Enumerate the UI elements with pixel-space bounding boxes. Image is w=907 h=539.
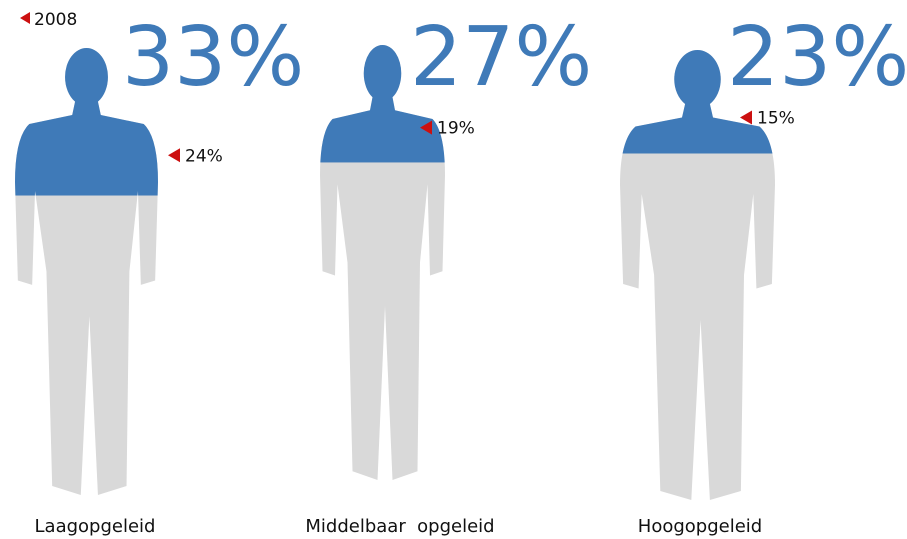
figure	[15, 48, 158, 495]
comparison-marker	[168, 148, 180, 163]
comparison-label: 24%	[185, 146, 223, 166]
comparison-marker	[740, 110, 752, 125]
comparison-label: 19%	[437, 119, 475, 139]
legend-label: 2008	[34, 10, 77, 30]
value-label: 23%	[727, 10, 907, 105]
category-label: Hoogopgeleid	[638, 516, 762, 537]
category-label: Middelbaar opgeleid	[305, 516, 494, 537]
comparison-label: 15%	[757, 109, 795, 129]
legend-marker	[20, 12, 30, 24]
figure	[320, 45, 445, 480]
value-label: 33%	[122, 10, 304, 105]
value-label: 27%	[410, 10, 592, 105]
comparison-marker	[420, 120, 432, 135]
category-label: Laagopgeleid	[35, 516, 156, 537]
